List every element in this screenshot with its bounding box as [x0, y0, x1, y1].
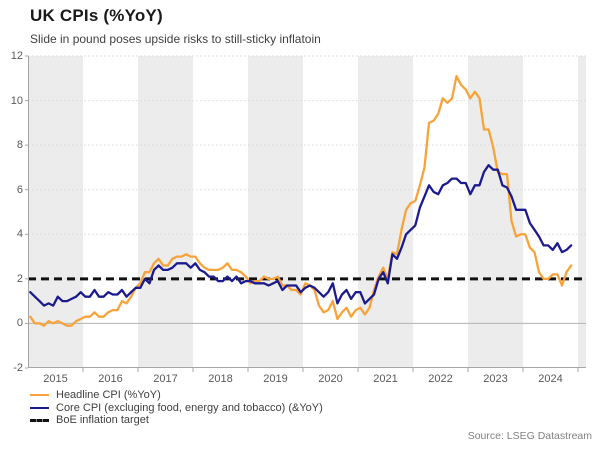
chart-canvas — [25, 55, 586, 372]
y-tick-label: 10 — [10, 94, 23, 107]
y-tick-label: 12 — [10, 50, 23, 62]
y-tick-label: 4 — [16, 228, 23, 241]
x-tick-label: 2022 — [428, 373, 453, 385]
plot-area — [25, 55, 586, 372]
core-line-swatch-icon — [30, 406, 49, 409]
x-tick-label: 2024 — [538, 373, 563, 385]
x-tick-label: 2016 — [98, 373, 123, 385]
legend-item-headline-cpi: Headline CPI (%YoY) — [30, 389, 323, 402]
legend-label: Headline CPI (%YoY) — [56, 389, 161, 402]
source-attribution: Source: LSEG Datastream — [467, 430, 592, 442]
y-tick-label: 0 — [16, 317, 23, 330]
y-tick-label: -2 — [13, 362, 23, 374]
x-tick-label: 2021 — [373, 373, 398, 385]
x-tick-label: 2018 — [208, 373, 233, 385]
x-tick-label: 2015 — [43, 373, 68, 385]
y-tick-label: 8 — [16, 139, 23, 152]
legend-item-boe-target: BoE inflation target — [30, 414, 323, 427]
target-dash-swatch-icon — [30, 418, 49, 422]
headline-line-swatch-icon — [30, 394, 49, 397]
legend-label: Core CPI (excluging food, energy and tob… — [56, 401, 323, 414]
chart-subtitle: Slide in pound poses upside risks to sti… — [30, 32, 321, 46]
y-tick-label: 6 — [16, 183, 23, 196]
legend-item-core-cpi: Core CPI (excluging food, energy and tob… — [30, 402, 323, 415]
x-tick-label: 2017 — [153, 373, 178, 385]
chart-legend: Headline CPI (%YoY) Core CPI (excluging … — [30, 389, 323, 427]
page-title: UK CPIs (%YoY) — [30, 6, 163, 25]
x-tick-label: 2023 — [483, 373, 508, 385]
y-tick-label: 2 — [16, 272, 23, 285]
x-tick-label: 2019 — [263, 373, 288, 385]
legend-label: BoE inflation target — [56, 414, 149, 427]
x-tick-label: 2020 — [318, 373, 343, 385]
